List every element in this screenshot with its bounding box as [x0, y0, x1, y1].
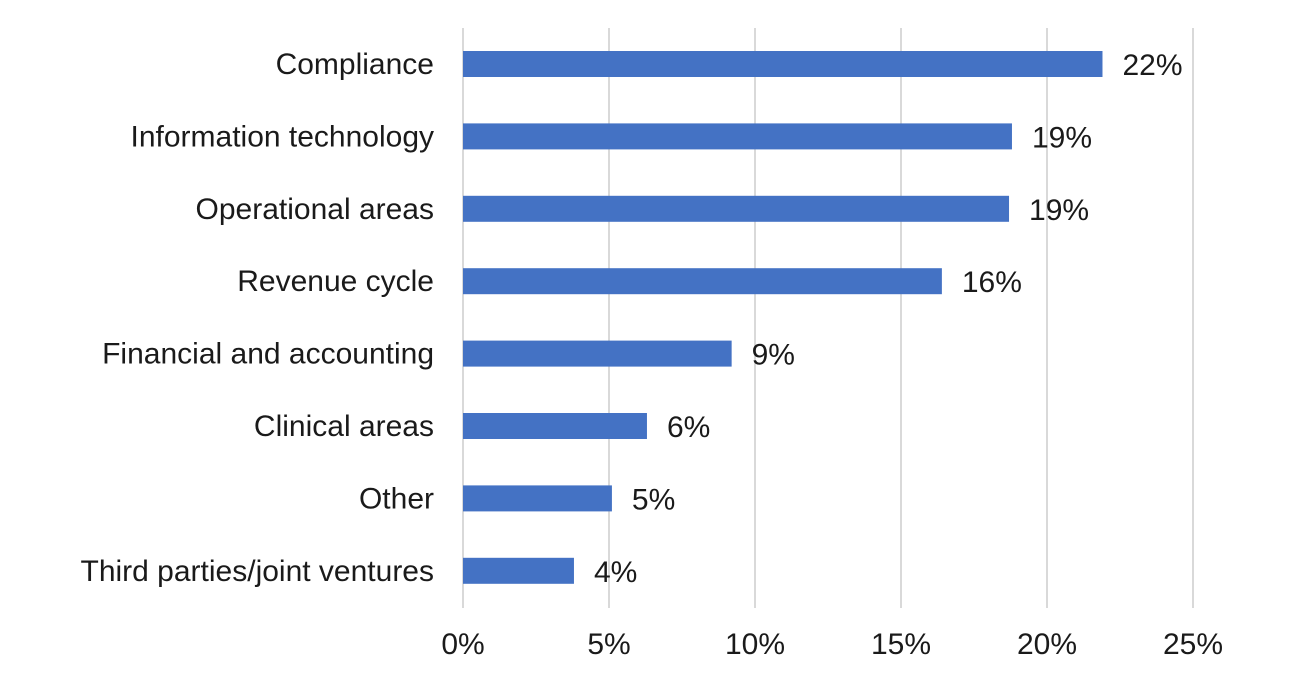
x-tick-label: 10%	[725, 628, 785, 661]
bar	[463, 51, 1103, 77]
category-label: Third parties/joint ventures	[81, 555, 435, 588]
bar	[463, 268, 942, 295]
category-label: Clinical areas	[254, 410, 434, 443]
bar	[463, 123, 1012, 150]
category-label: Information technology	[130, 120, 434, 153]
x-tick-label: 20%	[1017, 628, 1077, 661]
data-label: 19%	[1029, 194, 1089, 227]
x-tick-label: 25%	[1163, 628, 1223, 661]
category-label: Other	[359, 482, 434, 515]
data-label: 4%	[594, 556, 637, 589]
bar	[463, 195, 1010, 222]
data-label: 22%	[1122, 49, 1182, 82]
data-label: 9%	[752, 339, 795, 372]
category-label: Operational areas	[196, 193, 434, 226]
data-label: 16%	[962, 266, 1022, 299]
category-label: Financial and accounting	[102, 338, 434, 371]
gridlines	[462, 28, 1194, 608]
data-labels: 22% 19% 19% 16% 9% 6% 5% 4%	[594, 49, 1183, 589]
x-tick-label: 15%	[871, 628, 931, 661]
x-tick-label: 0%	[441, 628, 484, 661]
x-tick-label: 5%	[587, 628, 630, 661]
bar	[463, 557, 574, 584]
category-labels: Compliance Information technology Operatio…	[81, 48, 435, 588]
data-label: 19%	[1032, 121, 1092, 154]
bar	[463, 485, 612, 512]
category-label: Compliance	[276, 48, 434, 81]
category-label: Revenue cycle	[237, 265, 434, 298]
data-label: 5%	[632, 483, 675, 516]
bars	[463, 51, 1103, 584]
x-axis-tick-labels: 0% 5% 10% 15% 20% 25%	[441, 628, 1223, 661]
data-label: 6%	[667, 411, 710, 444]
bar	[463, 340, 732, 367]
bar	[463, 413, 647, 439]
